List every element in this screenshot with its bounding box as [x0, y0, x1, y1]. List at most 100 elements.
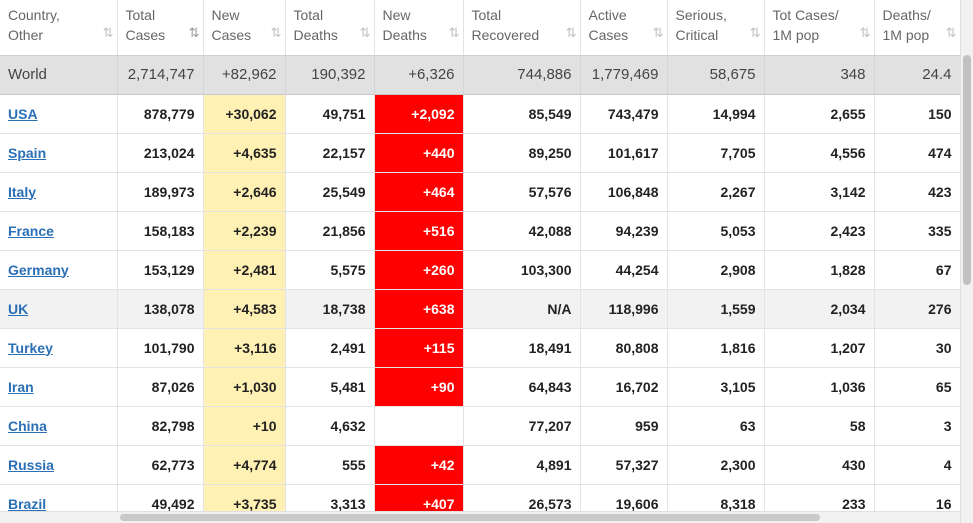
column-header-active-cases[interactable]: Active Cases ⇅: [580, 0, 668, 56]
country-link[interactable]: China: [8, 417, 47, 434]
cell-country: Spain: [0, 133, 118, 173]
cell-serious-critical: 5,053: [667, 211, 765, 251]
column-header-deaths-per-1m[interactable]: Deaths/1M pop ⇅: [874, 0, 960, 56]
cell-total-recovered: 4,891: [463, 445, 581, 485]
column-header-label: Recovered: [471, 27, 540, 43]
column-header-label: Cases: [125, 27, 166, 43]
column-header-label: Country,: [8, 7, 60, 23]
vertical-scrollbar[interactable]: [960, 0, 973, 523]
cell-total-recovered: 744,886: [463, 55, 581, 95]
cell-total-recovered: N/A: [463, 289, 581, 329]
cell-new-deaths: +6,326: [374, 55, 464, 95]
table-row: Brazil 49,492 +3,735 3,313 +407 26,573 19,606 8…: [0, 484, 960, 511]
cell-country: Italy: [0, 172, 118, 212]
cell-total-cases: 101,790: [117, 328, 204, 368]
sort-icon[interactable]: ⇅: [188, 24, 200, 40]
horizontal-scrollbar[interactable]: [0, 511, 960, 523]
cell-new-cases: +2,646: [203, 172, 286, 212]
cell-total-cases: 2,714,747: [117, 55, 204, 95]
table-row: USA 878,779 +30,062 49,751 +2,092 85,549 743,4…: [0, 94, 960, 134]
cell-total-deaths: 5,481: [285, 367, 375, 407]
column-header-total-cases[interactable]: Total Cases ⇅: [117, 0, 204, 56]
cell-serious-critical: 7,705: [667, 133, 765, 173]
cell-country: World: [0, 55, 118, 95]
cell-deaths-per-1m: 276: [874, 289, 960, 329]
column-header-total-recovered[interactable]: Total Recovered ⇅: [463, 0, 581, 56]
column-header-label: Other: [8, 27, 44, 43]
column-header-label: Deaths: [293, 27, 338, 43]
cell-total-deaths: 555: [285, 445, 375, 485]
sort-icon[interactable]: ⇅: [652, 24, 664, 40]
cell-new-deaths: +440: [374, 133, 464, 173]
column-header-total-deaths[interactable]: Total Deaths ⇅: [285, 0, 375, 56]
sort-icon[interactable]: ⇅: [359, 24, 371, 40]
vertical-scrollbar-thumb[interactable]: [963, 55, 971, 285]
country-link[interactable]: Russia: [8, 456, 54, 473]
table-body: World 2,714,747 +82,962 190,392 +6,326 744,88…: [0, 55, 960, 511]
cell-serious-critical: 2,908: [667, 250, 765, 290]
cell-active-cases: 959: [580, 406, 668, 446]
column-header-new-deaths[interactable]: New Deaths ⇅: [374, 0, 464, 56]
country-link[interactable]: Italy: [8, 183, 37, 200]
country-link[interactable]: USA: [8, 105, 38, 122]
cell-deaths-per-1m: 24.4: [874, 55, 960, 95]
cell-new-deaths: +464: [374, 172, 464, 212]
sort-icon[interactable]: ⇅: [749, 24, 761, 40]
sort-icon[interactable]: ⇅: [270, 24, 282, 40]
cell-active-cases: 80,808: [580, 328, 668, 368]
cell-new-cases: +3,735: [203, 484, 286, 511]
column-header-country[interactable]: Country, Other ⇅: [0, 0, 118, 56]
cell-active-cases: 106,848: [580, 172, 668, 212]
country-link[interactable]: UK: [8, 300, 29, 317]
sort-icon[interactable]: ⇅: [448, 24, 460, 40]
cell-total-cases: 62,773: [117, 445, 204, 485]
cell-new-cases: +1,030: [203, 367, 286, 407]
country-link[interactable]: Germany: [8, 261, 69, 278]
column-header-label: Cases: [588, 27, 629, 43]
sort-icon[interactable]: ⇅: [945, 24, 957, 40]
cell-total-deaths: 3,313: [285, 484, 375, 511]
column-header-label: Critical: [675, 27, 719, 43]
cell-active-cases: 19,606: [580, 484, 668, 511]
cell-new-cases: +3,116: [203, 328, 286, 368]
table-row: Iran 87,026 +1,030 5,481 +90 64,843 16,702 3,10…: [0, 367, 960, 407]
cell-new-cases: +82,962: [203, 55, 286, 95]
cell-new-cases: +10: [203, 406, 286, 446]
cell-deaths-per-1m: 30: [874, 328, 960, 368]
cell-country: Germany: [0, 250, 118, 290]
sort-icon[interactable]: ⇅: [859, 24, 871, 40]
column-header-serious-critical[interactable]: Serious, Critical ⇅: [667, 0, 765, 56]
cell-deaths-per-1m: 67: [874, 250, 960, 290]
country-link[interactable]: France: [8, 222, 54, 239]
country-link[interactable]: Brazil: [8, 495, 47, 512]
cell-tot-cases-per-1m: 1,036: [764, 367, 875, 407]
sort-icon[interactable]: ⇅: [102, 24, 114, 40]
cell-tot-cases-per-1m: 2,423: [764, 211, 875, 251]
cell-deaths-per-1m: 4: [874, 445, 960, 485]
cell-serious-critical: 8,318: [667, 484, 765, 511]
table-row: Russia 62,773 +4,774 555 +42 4,891 57,327 2,300…: [0, 445, 960, 485]
cell-new-deaths: +42: [374, 445, 464, 485]
cell-tot-cases-per-1m: 2,655: [764, 94, 875, 134]
column-header-label: Tot Cases/: [772, 7, 839, 23]
country-link[interactable]: Turkey: [8, 339, 53, 356]
world-total-row: World 2,714,747 +82,962 190,392 +6,326 744,88…: [0, 55, 960, 95]
cell-active-cases: 1,779,469: [580, 55, 668, 95]
horizontal-scrollbar-thumb[interactable]: [120, 514, 820, 521]
column-header-tot-cases-per-1m[interactable]: Tot Cases/1M pop ⇅: [764, 0, 875, 56]
cell-tot-cases-per-1m: 1,207: [764, 328, 875, 368]
sort-icon[interactable]: ⇅: [565, 24, 577, 40]
cell-total-recovered: 85,549: [463, 94, 581, 134]
cell-serious-critical: 63: [667, 406, 765, 446]
column-header-label: Deaths/: [882, 7, 931, 23]
country-link[interactable]: Spain: [8, 144, 47, 161]
cell-country: UK: [0, 289, 118, 329]
cell-new-deaths: +2,092: [374, 94, 464, 134]
country-link[interactable]: Iran: [8, 378, 34, 395]
column-header-label: Total: [125, 7, 156, 23]
cell-total-deaths: 4,632: [285, 406, 375, 446]
column-header-new-cases[interactable]: New Cases ⇅: [203, 0, 286, 56]
cell-tot-cases-per-1m: 1,828: [764, 250, 875, 290]
column-header-label: New: [382, 7, 411, 23]
cell-new-deaths: [374, 406, 464, 446]
